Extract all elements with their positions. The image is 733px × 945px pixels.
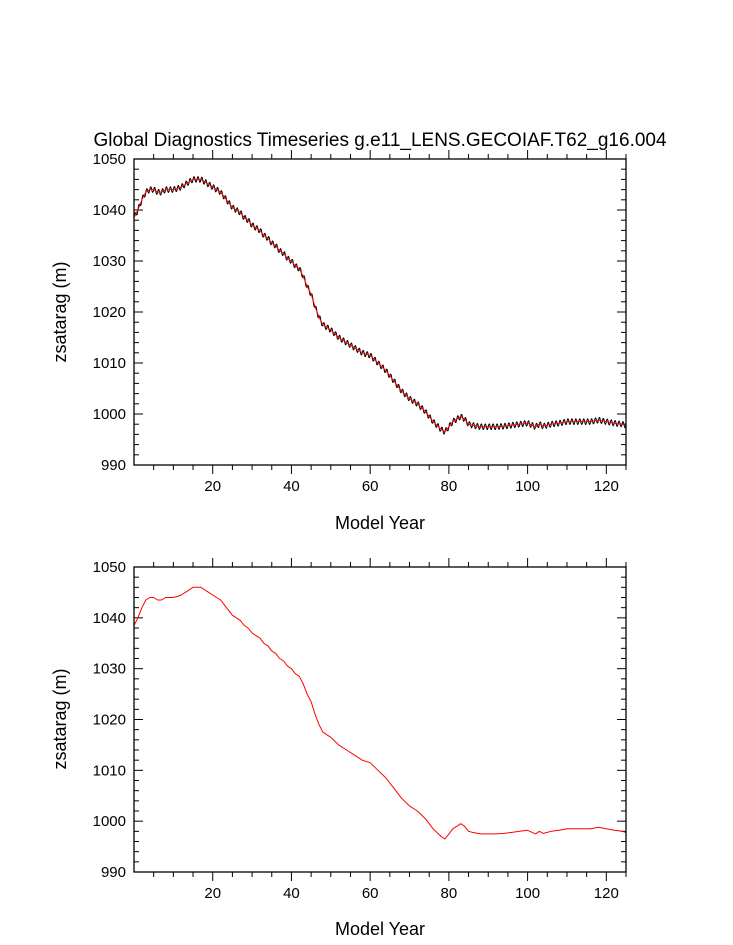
x-axis-label: Model Year xyxy=(335,919,425,939)
x-tick-label: 20 xyxy=(204,478,221,495)
series-monthly-line xyxy=(133,176,627,435)
y-tick-label: 990 xyxy=(101,457,126,474)
tick-marks xyxy=(134,558,627,881)
y-tick-label: 1030 xyxy=(93,661,126,678)
x-tick-label: 60 xyxy=(362,478,379,495)
x-tick-label: 80 xyxy=(441,478,458,495)
y-tick-label: 1010 xyxy=(93,762,126,779)
panel-top: Global Diagnostics Timeseries g.e11_LENS… xyxy=(50,130,667,533)
chart-title: Global Diagnostics Timeseries g.e11_LENS… xyxy=(93,130,667,151)
y-tick-label: 1040 xyxy=(93,610,126,627)
y-tick-label: 990 xyxy=(101,864,126,881)
x-tick-label: 100 xyxy=(515,478,540,495)
y-tick-label: 1010 xyxy=(93,355,126,372)
tick-labels: 990 1000 1010 1020 1030 1040 1050 20 40 60 80 100 12… xyxy=(93,559,619,902)
tick-labels: 990 1000 1010 1020 1030 1040 1050 20 40 60 80 100 12… xyxy=(93,151,619,495)
x-tick-label: 120 xyxy=(594,885,619,902)
y-tick-label: 1050 xyxy=(93,559,126,576)
y-tick-label: 1020 xyxy=(93,304,126,321)
y-tick-label: 1000 xyxy=(93,813,126,830)
series-lines xyxy=(133,586,627,840)
y-tick-label: 1040 xyxy=(93,202,126,219)
plot-frame xyxy=(133,158,627,466)
x-axis-label: Model Year xyxy=(335,513,425,533)
tick-marks xyxy=(134,150,627,474)
x-tick-label: 80 xyxy=(441,885,458,902)
y-tick-label: 1020 xyxy=(93,712,126,729)
x-tick-label: 20 xyxy=(204,885,221,902)
series-annual-line xyxy=(133,586,627,840)
x-tick-label: 40 xyxy=(283,478,300,495)
x-tick-label: 100 xyxy=(515,885,540,902)
y-tick-label: 1030 xyxy=(93,253,126,270)
x-tick-label: 60 xyxy=(362,885,379,902)
y-axis-label: zsatarag (m) xyxy=(50,261,70,362)
x-tick-label: 120 xyxy=(594,478,619,495)
y-tick-label: 1000 xyxy=(93,406,126,423)
plot-frame xyxy=(133,566,627,873)
x-tick-label: 40 xyxy=(283,885,300,902)
y-axis-label: zsatarag (m) xyxy=(50,668,70,769)
series-lines xyxy=(133,176,627,435)
y-tick-label: 1050 xyxy=(93,151,126,168)
panel-bottom: Model Year zsatarag (m) 990 1000 1010 1020 1… xyxy=(50,558,627,939)
series-annual-line xyxy=(133,178,627,433)
